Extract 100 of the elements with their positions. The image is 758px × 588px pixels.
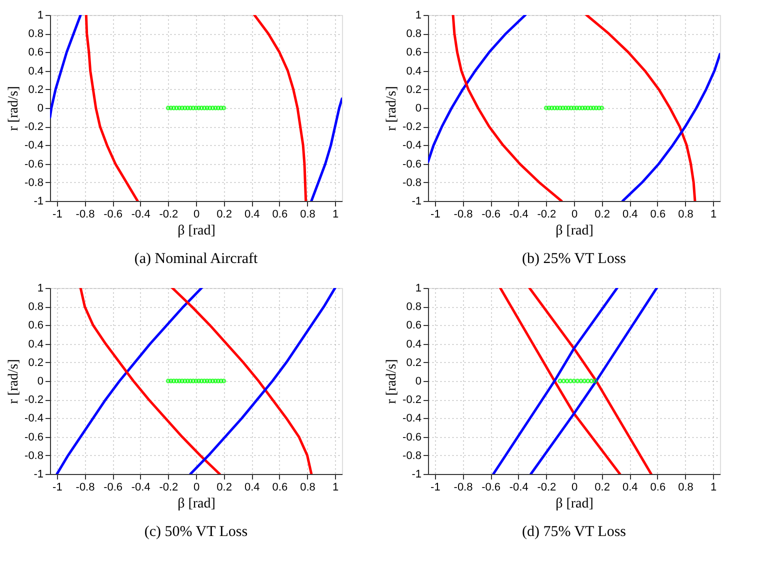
x-axis-title: β [rad]: [178, 224, 216, 238]
y-tick-label: 0.4: [406, 65, 422, 78]
line-series: [189, 288, 336, 474]
y-tick-label: 0.8: [406, 28, 422, 40]
line-series: [50, 15, 82, 119]
y-tick-label: -0.2: [24, 121, 44, 134]
y-tick-label: 0.6: [28, 320, 44, 332]
x-tick-label: -1: [52, 482, 62, 494]
y-axis-title: r [rad/s]: [6, 86, 22, 131]
x-tick-label: 0.2: [594, 482, 610, 494]
y-tick-label: 0: [415, 102, 422, 114]
text: (d) 75% VT Loss: [522, 524, 626, 540]
y-tick-label: 0.4: [28, 65, 44, 78]
x-tick-label: 0.2: [594, 208, 610, 220]
x-tick-label: 1: [332, 482, 339, 494]
y-tick-label: 0: [37, 102, 44, 114]
y-tick-label: -0.4: [24, 412, 44, 425]
x-tick-label: -1: [52, 208, 62, 220]
x-tick-label: -0.4: [131, 482, 150, 494]
y-tick-label: -0.2: [402, 121, 422, 134]
line-series: [56, 288, 203, 474]
y-tick-label: -0.2: [402, 394, 422, 406]
x-tick-label: 0.4: [622, 482, 638, 494]
line-series: [621, 52, 720, 201]
y-tick-label: 1: [415, 10, 422, 22]
y-tick-label: 0.8: [28, 28, 44, 40]
line-series: [428, 15, 527, 164]
line-series: [84, 15, 139, 201]
y-tick-label: 0.8: [28, 301, 44, 314]
x-tick-label: 0.6: [650, 482, 666, 494]
line-series: [79, 288, 221, 474]
line-series: [171, 288, 313, 474]
x-tick-label: 0.4: [622, 208, 638, 220]
x-tick-label: 0.6: [272, 482, 288, 494]
y-tick-label: -0.6: [24, 158, 44, 170]
y-axis-title: r [rad/s]: [6, 359, 22, 404]
y-tick-label: 0: [37, 376, 44, 388]
y-tick-label: 0.2: [406, 356, 422, 369]
x-tick-label: 1: [710, 482, 717, 494]
y-tick-label: -0.6: [402, 158, 422, 170]
x-tick-label: -0.8: [76, 208, 95, 220]
line-series: [452, 15, 563, 201]
x-tick-label: 1: [332, 208, 339, 220]
x-tick-label: -0.8: [454, 482, 473, 494]
y-tick-label: 0.6: [406, 46, 422, 59]
y-tick-label: -0.8: [402, 176, 422, 189]
x-tick-label: 0.8: [300, 482, 316, 494]
x-tick-label: 0.2: [216, 482, 232, 494]
y-tick-label: -0.8: [24, 450, 44, 462]
line-series: [253, 15, 308, 201]
y-tick-label: 0.4: [406, 338, 422, 350]
y-tick-label: 1: [415, 282, 422, 294]
y-tick-label: -0.6: [24, 431, 44, 444]
x-tick-label: 0: [571, 482, 578, 494]
y-tick-label: 0.6: [406, 320, 422, 332]
x-tick-label: -0.4: [131, 208, 150, 220]
text: (b) 25% VT Loss: [522, 251, 626, 267]
y-tick-label: -0.2: [24, 394, 44, 406]
x-tick-label: -0.4: [509, 208, 528, 220]
y-tick-label: -0.4: [24, 140, 44, 152]
y-tick-label: -0.6: [402, 431, 422, 444]
y-tick-label: 0.2: [28, 356, 44, 369]
y-tick-label: -0.4: [402, 412, 422, 425]
x-tick-label: -0.8: [76, 482, 95, 494]
y-tick-label: 0.8: [406, 301, 422, 314]
x-tick-label: -1: [430, 482, 440, 494]
x-tick-label: 0.8: [678, 208, 694, 220]
y-tick-label: 0: [415, 376, 422, 388]
y-tick-label: -1: [34, 468, 44, 480]
x-axis-title: β [rad]: [556, 496, 594, 512]
y-tick-label: 0.6: [28, 46, 44, 59]
x-tick-label: 0.4: [244, 482, 260, 494]
x-tick-label: 1: [710, 208, 717, 220]
x-tick-label: -0.4: [509, 482, 528, 494]
x-axis-title: β [rad]: [178, 496, 216, 512]
y-tick-label: 0.2: [28, 84, 44, 96]
y-tick-label: -1: [34, 196, 44, 208]
x-tick-label: -0.2: [159, 208, 178, 220]
y-tick-label: -0.8: [402, 450, 422, 462]
x-tick-label: -0.2: [537, 208, 556, 220]
x-tick-label: 0.8: [300, 208, 316, 220]
text: (a) Nominal Aircraft: [134, 251, 258, 267]
y-tick-label: 0.4: [28, 338, 44, 350]
x-tick-label: -0.6: [482, 208, 501, 220]
x-tick-label: -0.6: [104, 208, 123, 220]
y-tick-label: -1: [412, 468, 422, 480]
line-series: [310, 97, 342, 201]
y-axis-title: r [rad/s]: [384, 359, 400, 404]
y-tick-label: 1: [37, 282, 44, 294]
y-axis-title: r [rad/s]: [384, 86, 400, 131]
x-tick-label: -0.2: [537, 482, 556, 494]
x-tick-label: 0.6: [650, 208, 666, 220]
x-tick-label: -1: [430, 208, 440, 220]
x-tick-label: 0.6: [272, 208, 288, 220]
x-tick-label: -0.6: [482, 482, 501, 494]
x-tick-label: 0.8: [678, 482, 694, 494]
x-tick-label: 0.4: [244, 208, 260, 220]
x-tick-label: 0.2: [216, 208, 232, 220]
x-tick-label: -0.2: [159, 482, 178, 494]
x-tick-label: -0.6: [104, 482, 123, 494]
